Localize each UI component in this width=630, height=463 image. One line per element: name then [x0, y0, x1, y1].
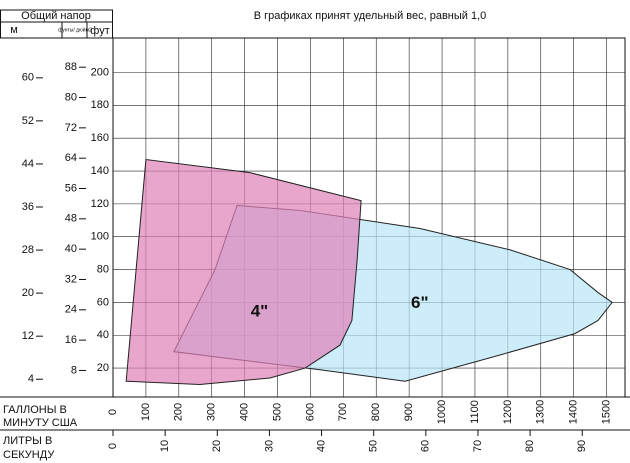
y-tick-label: 100	[91, 231, 109, 243]
psi-tick-label: 16	[65, 334, 77, 346]
m-tick-label: 36	[22, 201, 34, 213]
psi-tick-label: 88	[65, 61, 77, 73]
m-tick-label: 60	[22, 72, 34, 84]
psi-tick-label: 72	[65, 122, 77, 134]
y-tick-label: 20	[97, 362, 109, 374]
x-tick-label: 400	[239, 403, 251, 421]
psi-tick-label: 48	[65, 213, 77, 225]
y-tick-label: 80	[97, 263, 109, 275]
psi-tick-label: 8	[71, 364, 77, 376]
x-tick-label: 600	[304, 403, 316, 421]
y-tick-label: 40	[97, 329, 109, 341]
psi-tick-label: 56	[65, 182, 77, 194]
plot	[112, 38, 625, 397]
lps-tick-label: 30	[263, 440, 275, 452]
x-tick-label: 800	[370, 403, 382, 421]
x-axis-label: ГАЛЛОНЫ В	[3, 404, 67, 416]
m-tick-label: 12	[22, 330, 34, 342]
header-box	[0, 9, 113, 39]
x-tick-label: 700	[337, 403, 349, 421]
y-tick-label: 120	[91, 198, 109, 210]
x-tick-label: 1400	[568, 400, 580, 424]
chart-title: В графиках принят удельный вес, равный 1…	[254, 10, 487, 22]
y-tick-label: 180	[91, 99, 109, 111]
y-tick-label: 60	[97, 296, 109, 308]
lps-tick-label: 60	[420, 440, 432, 452]
psi-tick-label: 64	[65, 152, 77, 164]
m-tick-label: 20	[22, 287, 34, 299]
lps-tick-label: 80	[524, 440, 536, 452]
lps-tick-label: 50	[368, 440, 380, 452]
x-tick-label: 1300	[535, 400, 547, 424]
x-tick-label: 200	[173, 403, 185, 421]
region-label: 6"	[411, 293, 429, 312]
x-axis-label: МИНУТУ США	[3, 417, 78, 429]
lps-tick-label: 70	[472, 440, 484, 452]
lps-tick-label: 0	[107, 443, 119, 449]
psi-tick-label: 24	[65, 304, 77, 316]
y-tick-label: 160	[91, 132, 109, 144]
x-tick-label: 1200	[502, 400, 514, 424]
lps-tick-label: 10	[159, 440, 171, 452]
lps-tick-label: 90	[576, 440, 588, 452]
psi-axis-label: фунты/ дюйм2	[58, 26, 92, 33]
y-tick-label: 140	[91, 165, 109, 177]
x-tick-label: 900	[403, 403, 415, 421]
psi-tick-label: 40	[65, 243, 77, 255]
m-tick-label: 28	[22, 244, 34, 256]
y-tick-label: 200	[91, 66, 109, 78]
x-tick-label: 1100	[469, 400, 481, 424]
m-tick-label: 4	[28, 373, 34, 385]
lps-tick-label: 40	[315, 440, 327, 452]
x-tick-label: 0	[107, 409, 119, 415]
header: Общий напор	[21, 10, 91, 22]
psi-tick-label: 32	[65, 273, 77, 285]
lps-tick-label: 20	[211, 440, 223, 452]
x-tick-label: 1500	[600, 400, 612, 424]
psi-tick-label: 80	[65, 91, 77, 103]
x2-axis-label: СЕКУНДУ	[3, 449, 55, 461]
m-tick-label: 44	[22, 158, 34, 170]
x2-axis-label: ЛИТРЫ В	[3, 435, 52, 447]
x-tick-label: 500	[271, 403, 283, 421]
ft-axis-label: фут	[90, 25, 109, 37]
region-label: 4"	[251, 301, 269, 320]
x-tick-label: 100	[140, 403, 152, 421]
x-tick-label: 300	[206, 403, 218, 421]
m-axis-label: м	[10, 24, 18, 36]
m-tick-label: 52	[22, 115, 34, 127]
region	[125, 158, 362, 386]
x-tick-label: 1000	[436, 400, 448, 424]
